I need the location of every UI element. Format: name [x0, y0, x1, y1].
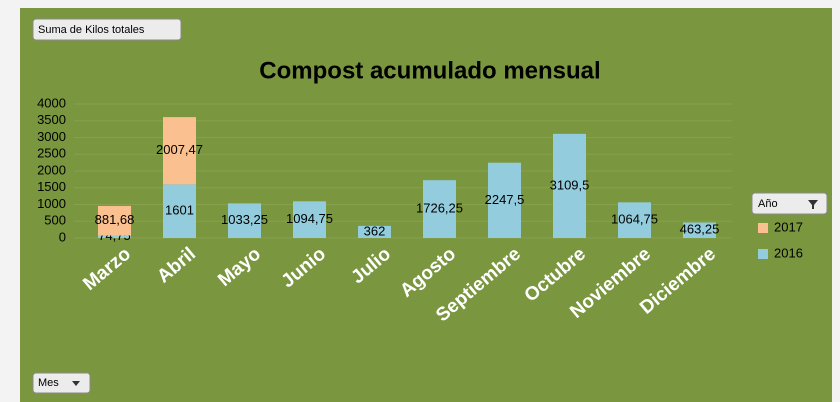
button-label[interactable]: Mes [38, 377, 59, 389]
y-tick-label: 0 [59, 229, 66, 244]
legend-field-button[interactable]: Año [751, 192, 828, 215]
legend-swatch [758, 223, 768, 233]
y-tick-label: 500 [44, 213, 66, 228]
data-label: 1033,25 [221, 212, 268, 227]
button-face[interactable] [32, 372, 91, 394]
data-label: 1064,75 [611, 212, 658, 227]
dropdown-arrow[interactable] [72, 381, 80, 386]
legend-label: 2017 [774, 219, 803, 234]
axis-field-button[interactable]: Mes [32, 372, 91, 394]
bar-segment [98, 235, 131, 238]
data-label: 1601 [165, 203, 194, 218]
data-label: 1094,75 [286, 211, 333, 226]
y-tick-label: 2000 [37, 162, 66, 177]
value-field-button[interactable]: Suma de Kilos totales [32, 18, 182, 41]
bar-segment [228, 203, 261, 238]
button-face[interactable] [751, 192, 828, 215]
bar-segment [683, 222, 716, 238]
button-label[interactable]: Suma de Kilos totales [38, 24, 145, 36]
data-label: 881,68 [95, 212, 135, 227]
bar-segment [618, 202, 651, 238]
data-label: 3109,5 [550, 177, 590, 192]
data-label: 362 [364, 223, 386, 238]
button-face[interactable] [32, 18, 182, 41]
bar-segment [98, 205, 131, 236]
bar-segment [163, 117, 196, 185]
y-tick-label: 1500 [37, 179, 66, 194]
bar-segment [423, 180, 456, 238]
y-tick-label: 3500 [37, 112, 66, 127]
data-label: 2247,5 [485, 192, 525, 207]
filter-icon[interactable] [808, 200, 818, 209]
bar-segment [358, 225, 391, 238]
y-tick-label: 2500 [37, 146, 66, 161]
data-label: 463,25 [680, 222, 720, 237]
bar-segment [488, 162, 521, 238]
data-label: 1726,25 [416, 201, 463, 216]
y-tick-label: 3000 [37, 129, 66, 144]
legend-swatch [758, 249, 768, 259]
data-label: 2007,47 [156, 142, 203, 157]
bar-segment [293, 201, 326, 238]
legend-label: 2016 [774, 245, 803, 260]
chart-title: Compost acumulado mensual [259, 57, 600, 84]
bar-segment [163, 184, 196, 238]
button-label[interactable]: Año [758, 198, 778, 210]
bar-segment [553, 133, 586, 238]
y-tick-label: 4000 [37, 95, 66, 110]
y-tick-label: 1000 [37, 196, 66, 211]
